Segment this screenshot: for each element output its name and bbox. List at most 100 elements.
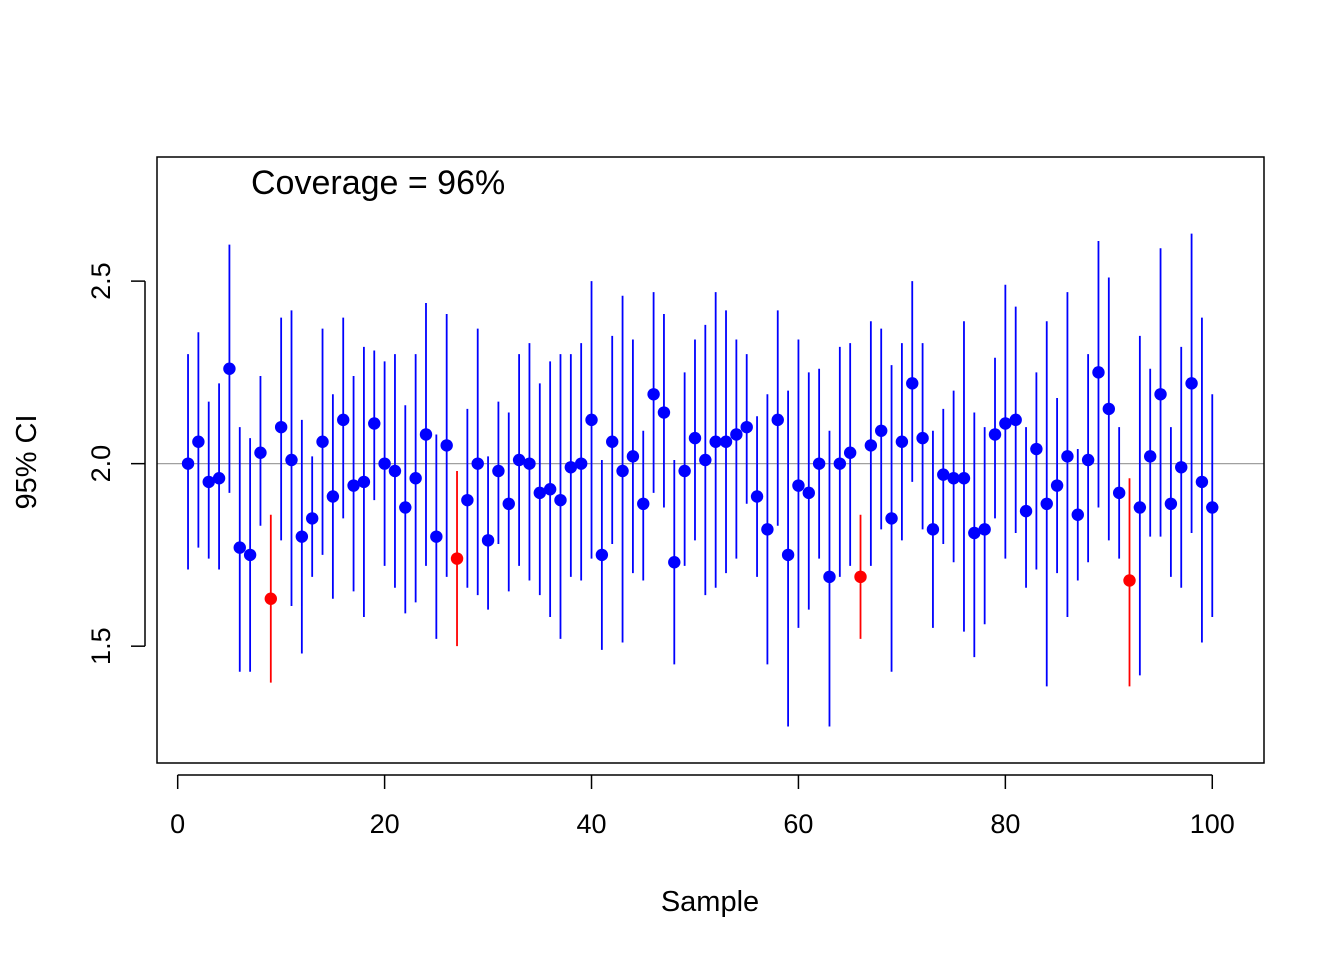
mean-point: [399, 501, 412, 514]
mean-point: [947, 472, 960, 485]
mean-point: [1154, 388, 1167, 401]
mean-point: [688, 431, 702, 445]
mean-point: [616, 464, 629, 478]
mean-point: [730, 428, 743, 441]
mean-point: [937, 468, 950, 481]
mean-point: [388, 464, 402, 478]
mean-point: [895, 435, 909, 448]
mean-point: [368, 417, 381, 430]
x-tick-label: 0: [170, 809, 185, 839]
mean-point: [802, 486, 815, 500]
mean-point: [264, 592, 278, 605]
mean-point: [285, 453, 298, 467]
mean-point: [502, 497, 515, 511]
mean-point: [274, 420, 288, 434]
mean-point: [1009, 413, 1022, 427]
mean-point: [1030, 442, 1043, 456]
mean-point: [781, 548, 795, 562]
mean-point: [1050, 479, 1064, 492]
mean-point: [409, 472, 422, 485]
x-tick-label: 80: [990, 809, 1020, 839]
mean-point: [916, 431, 929, 445]
mean-point: [481, 534, 495, 547]
mean-point: [968, 526, 981, 540]
coverage-annotation: Coverage = 96%: [251, 164, 505, 202]
mean-point: [512, 453, 526, 467]
y-axis-label: 95% CI: [11, 414, 43, 509]
mean-point: [574, 457, 588, 470]
mean-point: [1143, 450, 1157, 463]
mean-point: [647, 388, 660, 401]
x-tick-label: 60: [783, 809, 813, 839]
y-tick-label: 2.5: [86, 262, 116, 300]
mean-point: [1133, 501, 1147, 514]
mean-point: [864, 439, 878, 452]
mean-point: [450, 552, 464, 565]
mean-point: [192, 435, 205, 448]
mean-points-layer: [181, 362, 1219, 605]
x-tick-label: 40: [576, 809, 606, 839]
mean-point: [709, 435, 722, 448]
mean-point: [750, 490, 764, 503]
mean-point: [875, 424, 888, 437]
y-tick-label: 2.0: [86, 445, 116, 483]
mean-point: [606, 435, 619, 448]
x-tick-label: 20: [370, 809, 400, 839]
mean-point: [812, 457, 826, 470]
mean-point: [657, 406, 671, 419]
x-tick-label: 100: [1190, 809, 1235, 839]
mean-point: [740, 420, 753, 434]
y-tick-label: 1.5: [86, 627, 116, 665]
mean-point: [378, 457, 391, 470]
mean-point: [554, 493, 567, 507]
mean-point: [181, 457, 195, 470]
mean-point: [1195, 475, 1209, 489]
mean-point: [316, 435, 329, 448]
mean-point: [305, 512, 319, 525]
mean-point: [461, 493, 474, 507]
mean-point: [1175, 461, 1188, 474]
mean-point: [833, 457, 847, 470]
mean-point: [1081, 453, 1095, 467]
mean-point: [988, 428, 1002, 441]
mean-point: [471, 457, 484, 470]
mean-point: [1164, 497, 1178, 511]
mean-point: [1185, 377, 1198, 390]
mean-point: [295, 530, 309, 543]
mean-point: [202, 475, 215, 489]
mean-point: [347, 479, 360, 492]
mean-point: [926, 523, 940, 536]
mean-point: [1112, 486, 1126, 500]
mean-point: [585, 413, 598, 427]
mean-point: [543, 483, 557, 496]
mean-point: [771, 413, 784, 427]
mean-point: [337, 413, 350, 427]
mean-point: [1040, 497, 1053, 511]
mean-point: [792, 479, 805, 492]
mean-point: [823, 570, 836, 584]
mean-point: [523, 457, 536, 470]
mean-point: [854, 570, 867, 584]
mean-point: [357, 475, 371, 489]
mean-point: [492, 464, 505, 478]
mean-point: [699, 453, 712, 467]
mean-point: [533, 486, 546, 500]
mean-point: [1019, 504, 1033, 518]
x-axis-label: Sample: [661, 886, 759, 918]
x-axis: 0 20 40 60 80 100: [170, 774, 1235, 839]
mean-point: [957, 472, 971, 485]
mean-point: [243, 548, 257, 562]
mean-point: [719, 435, 733, 448]
mean-point: [419, 428, 433, 441]
mean-point: [1061, 450, 1074, 463]
mean-point: [1092, 366, 1105, 379]
mean-point: [223, 362, 236, 375]
mean-point: [430, 530, 443, 543]
mean-point: [999, 417, 1012, 430]
mean-point: [637, 497, 650, 511]
mean-point: [212, 472, 226, 485]
mean-point: [761, 523, 774, 536]
y-axis: 1.5 2.0 2.5: [86, 262, 146, 665]
